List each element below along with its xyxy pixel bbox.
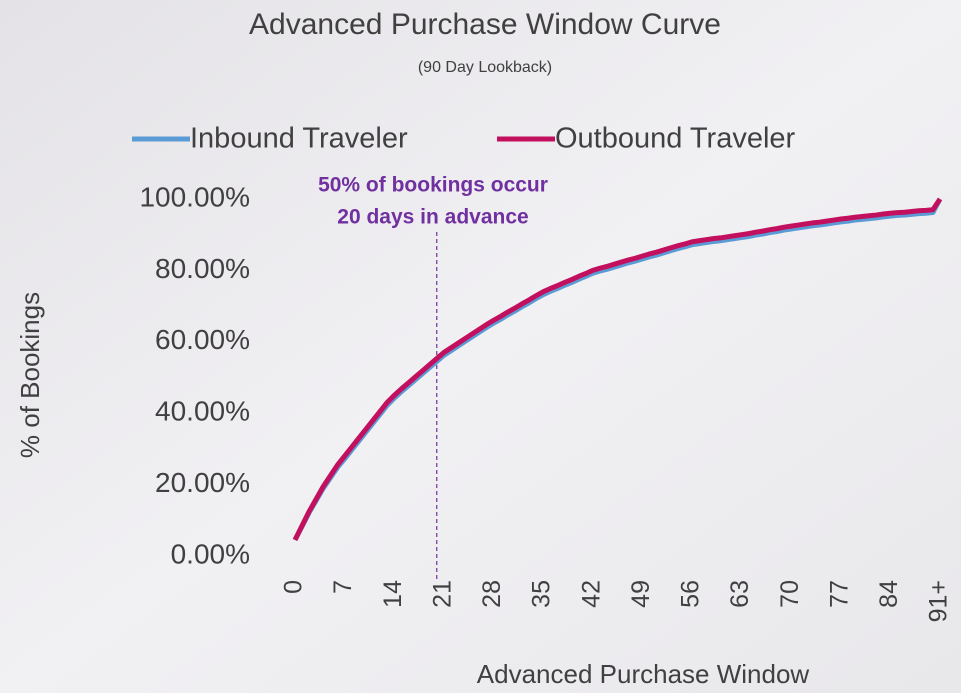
y-tick-label: 0.00% [171,538,250,569]
x-tick-label: 21 [428,580,456,608]
legend-label: Inbound Traveler [190,123,408,155]
annotation-text: 50% of bookings occur [318,174,548,197]
legend-label: Outbound Traveler [555,123,796,155]
x-tick-label: 49 [627,580,655,608]
x-tick-label: 14 [379,580,407,608]
x-tick-label: 56 [677,580,705,608]
chart-subtitle: (90 Day Lookback) [418,59,552,76]
x-tick-label: 70 [776,580,804,608]
x-tick-label: 91+ [925,580,953,622]
y-axis-title: % of Bookings [15,292,45,458]
x-axis-title: Advanced Purchase Window [477,659,810,689]
y-tick-label: 60.00% [155,324,250,355]
y-tick-label: 40.00% [155,396,250,427]
chart: Advanced Purchase Window Curve (90 Day L… [0,0,961,693]
y-tick-label: 80.00% [155,253,250,284]
y-tick-label: 100.00% [139,181,250,212]
x-tick-label: 35 [528,580,556,608]
x-tick-label: 84 [875,580,903,608]
x-tick-label: 0 [280,580,308,594]
x-tick-label: 77 [825,580,853,608]
x-tick-label: 7 [329,580,357,594]
x-tick-label: 28 [478,580,506,608]
chart-title: Advanced Purchase Window Curve [249,8,721,41]
x-tick-label: 63 [726,580,754,608]
annotation-text: 20 days in advance [337,206,528,229]
x-tick-label: 42 [577,580,605,608]
y-tick-label: 20.00% [155,467,250,498]
